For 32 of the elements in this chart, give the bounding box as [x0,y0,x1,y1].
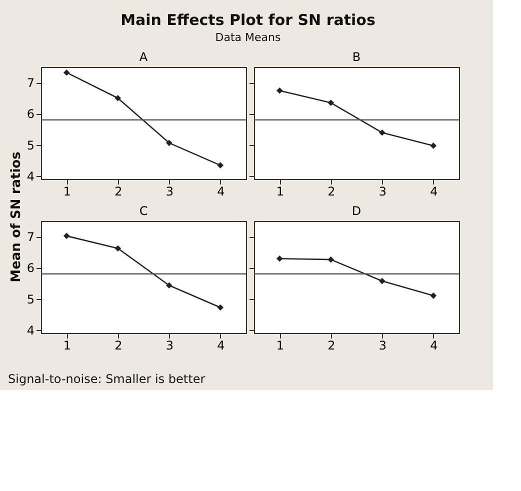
x-tick-label: 1 [276,184,284,198]
x-tick-label: 2 [328,184,336,198]
chart-title: A [139,50,148,64]
x-tick-label: 4 [430,184,438,198]
y-tick-label: 5 [26,292,34,306]
text: Main Effects Plot for SN ratios [120,11,376,29]
x-tick-label: 3 [378,338,386,352]
y-tick-label: 7 [26,230,34,244]
x-tick-label: 4 [430,338,438,352]
y-tick-label: 5 [26,138,34,152]
chart-title: C [139,204,148,218]
y-tick-label: 7 [26,76,34,90]
x-tick-label: 3 [166,184,174,198]
x-tick-label: 2 [328,338,336,352]
x-tick-label: 1 [276,338,284,352]
x-tick-label: 1 [63,338,71,352]
x-tick-label: 2 [114,338,122,352]
x-tick-label: 2 [114,184,122,198]
x-tick-label: 1 [63,184,71,198]
x-tick-label: 3 [378,184,386,198]
y-tick-label: 4 [26,169,34,184]
y-tick-label: 6 [26,261,34,276]
chart-title: B [352,50,361,64]
chart-title: D [352,204,362,218]
y-tick-label: 6 [26,107,34,122]
text: Signal-to-noise: Smaller is better [8,372,206,386]
text: Data Means [215,31,281,44]
y-tick-label: 4 [26,323,34,338]
x-tick-label: 3 [166,338,174,352]
x-tick-label: 4 [217,184,225,198]
x-tick-label: 4 [217,338,225,352]
y-axis-title: Mean of SN ratios [9,151,24,282]
